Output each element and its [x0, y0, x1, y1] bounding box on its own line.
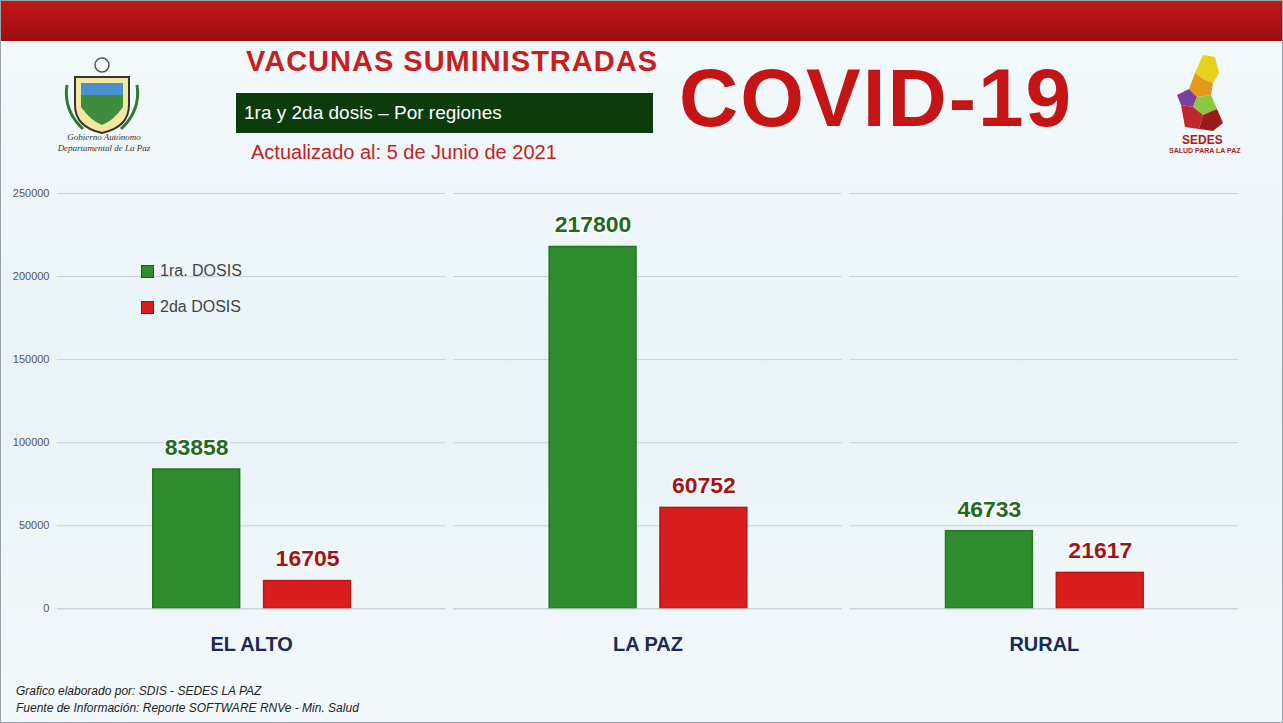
svg-text:21617: 21617 — [1068, 537, 1132, 563]
html-text:Gobierno Autónomo Departamenta: Gobierno Autónomo Departamental de La Pa… — [57, 132, 151, 153]
svg-text:16705: 16705 — [276, 545, 340, 571]
html-text:VACUNAS SUMINISTRADAS: VACUNAS SUMINISTRADAS — [246, 45, 658, 77]
svg-text:250000: 250000 — [13, 187, 50, 199]
svg-text:60752: 60752 — [672, 472, 736, 498]
svg-text:0: 0 — [43, 602, 49, 614]
svg-text:150000: 150000 — [13, 353, 50, 365]
svg-text:200000: 200000 — [13, 270, 50, 282]
html-text:Actualizado al: 5 de Junio de: Actualizado al: 5 de Junio de 2021 — [251, 141, 557, 163]
html-text:Fuente de Información: Reporte: Fuente de Información: Reporte SOFTWARE … — [16, 701, 359, 715]
svg-text:EL ALTO: EL ALTO — [210, 633, 292, 655]
svg-text:217800: 217800 — [555, 211, 632, 237]
svg-text:100000: 100000 — [13, 436, 50, 448]
html-text:2da DOSIS: 2da DOSIS — [160, 298, 241, 315]
html-text:1ra y 2da dosis – Por regiones: 1ra y 2da dosis – Por regiones — [244, 102, 502, 123]
html-text:COVID-19: COVID-19 — [679, 52, 1074, 143]
html-text:Grafico elaborado por: SDIS -: Grafico elaborado por: SDIS - SEDES LA P… — [16, 684, 262, 698]
html-text:SEDES: SEDES — [1182, 133, 1223, 147]
html-text:1ra. DOSIS: 1ra. DOSIS — [160, 262, 242, 279]
svg-text:46733: 46733 — [958, 496, 1022, 522]
svg-text:RURAL: RURAL — [1009, 633, 1079, 655]
svg-text:83858: 83858 — [165, 434, 229, 460]
html-text:SALUD PARA LA PAZ: SALUD PARA LA PAZ — [1169, 147, 1241, 154]
svg-text:50000: 50000 — [19, 519, 50, 531]
svg-text:LA PAZ: LA PAZ — [613, 633, 683, 655]
